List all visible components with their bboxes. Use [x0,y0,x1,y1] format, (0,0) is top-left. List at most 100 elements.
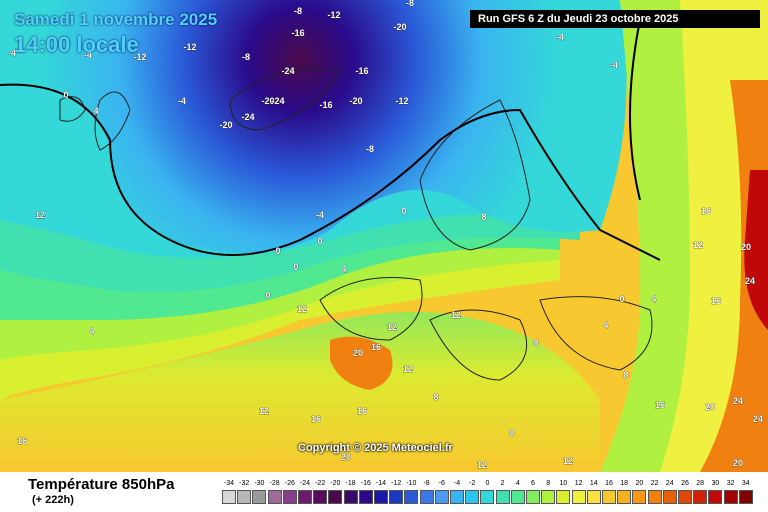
isotherm-value-label: 12 [35,210,45,220]
isotherm-value-label: 0 [63,90,68,100]
scale-label: -16 [360,480,371,487]
isotherm-value-label: 24 [745,276,755,286]
isotherm-value-label: -4 [178,96,186,106]
isotherm-value-label: 4 [341,264,346,274]
east-hot-spot [744,170,768,330]
scale-label: -22 [315,480,326,487]
forecast-offset: (+ 222h) [32,494,74,506]
scale-swatch [510,490,525,504]
scale-label: 22 [650,480,659,487]
scale-swatch [358,490,373,504]
scale-swatch [313,490,328,504]
scale-swatch [723,490,738,504]
scale-swatch [632,490,647,504]
model-run-label: Run GFS 6 Z du Jeudi 23 octobre 2025 [470,10,760,28]
scale-label: -26 [284,480,295,487]
isotherm-value-label: -8 [242,52,250,62]
isotherm-value-label: 16 [711,296,721,306]
scale-swatch [617,490,632,504]
scale-label: 8 [546,480,551,487]
iberia-hot-spot [330,336,393,390]
scale-label: 14 [589,480,598,487]
isotherm-value-label: 16 [655,400,665,410]
scale-label: 10 [559,480,568,487]
isotherm-value-label: -16 [319,100,332,110]
temperature-labels: -4 -4 -4 -4 -4 -4 -8 -8 -8 -8 -12 -12 -12 -12 -16 -16 -1… [8,0,764,470]
scale-swatch [343,490,358,504]
scale-swatch [267,490,282,504]
zero-isotherm [0,83,661,261]
scale-swatch [738,490,753,504]
scale-swatch [465,490,480,504]
isotherm-value-label: 8 [623,370,628,380]
isotherm-value-label: 12 [387,322,397,332]
temperature-map: -4 -4 -4 -4 -4 -4 -8 -8 -8 -8 -12 -12 -12 -12 -16 -16 -1… [0,0,768,472]
scale-label: -14 [375,480,387,487]
isotherm-value-label: -20 [349,96,362,106]
isotherm-value-label: 12 [259,406,269,416]
isotherm-value-label: 4 [603,320,608,330]
scale-label: -34 [223,480,235,487]
isotherm-value-label: -24 [241,112,254,122]
isotherm-value-label: 12 [563,456,573,466]
isotherm-value-label: 20 [705,402,715,412]
scale-label: 2 [500,480,505,487]
scale-swatch [678,490,692,504]
isotherm-value-label: 20 [341,452,351,462]
isotherm-value-label: 8 [433,392,438,402]
scale-swatch [389,490,404,504]
scale-swatch [708,490,723,504]
isotherm-value-label: -4 [8,48,16,58]
scale-label: -10 [406,480,417,487]
scale-label: 6 [531,480,535,487]
scale-label: -2 [469,480,476,487]
scale-label: -30 [254,480,265,487]
scale-swatch [480,490,495,504]
isotherm-value-label: 16 [701,206,711,216]
scale-label: -12 [391,480,402,487]
isotherm-value-label: 0 [293,262,298,272]
copyright-text: Copyright © 2025 Meteociel.fr [298,442,453,454]
scale-swatch [541,490,556,504]
scale-label: 16 [605,480,613,487]
legend-footer: Température 850hPa (+ 222h) -34 -32 -30 -28… [0,472,768,512]
scale-swatch [328,490,343,504]
isotherm-value-label: -4 [316,210,324,220]
isotherm-value-label: -12 [395,96,408,106]
scale-swatch [571,490,586,504]
eastern-isotherm [629,19,641,201]
scale-label: -24 [299,480,311,487]
isotherm-value-label: -24 [281,66,294,76]
scale-swatch [647,490,662,504]
scale-label: 24 [665,480,674,487]
isotherm-value-label: 20 [741,242,751,252]
isotherm-value-label: 4 [651,294,656,304]
isotherm-value-label: -4 [556,32,564,42]
isotherm-value-label: 8 [509,428,514,438]
scale-swatch [419,490,434,504]
scale-label: 34 [741,480,750,487]
isotherm-value-label: 0 [317,236,322,246]
isotherm-value-label: -8 [406,0,414,8]
isotherm-value-label: 8 [481,212,486,222]
scale-label: -32 [239,480,250,487]
color-scale: -34 -32 -30 -28 -26 -24 -22 -20 -18 -16 -14 -12 -10-… [222,480,762,510]
isotherm-value-label: -20 [219,120,232,130]
isotherm-value-label: -16 [291,28,304,38]
scale-swatch [374,490,388,504]
isotherm-value-label: -8 [294,6,302,16]
isotherm-value-label: -16 [355,66,368,76]
isotherm-value-label: 24 [733,396,743,406]
scale-label: -6 [438,480,445,487]
scale-label: 18 [620,480,629,487]
cold-air-mass [0,0,627,253]
isotherm-value-label: 20 [353,348,363,358]
scale-swatch [252,490,267,504]
isotherm-value-label: 16 [311,414,321,424]
scale-label: 28 [696,480,705,487]
scale-label: 4 [515,480,520,487]
coastlines [59,67,653,381]
scale-label: -28 [269,480,280,487]
isotherm-value-label: 4 [93,106,98,116]
